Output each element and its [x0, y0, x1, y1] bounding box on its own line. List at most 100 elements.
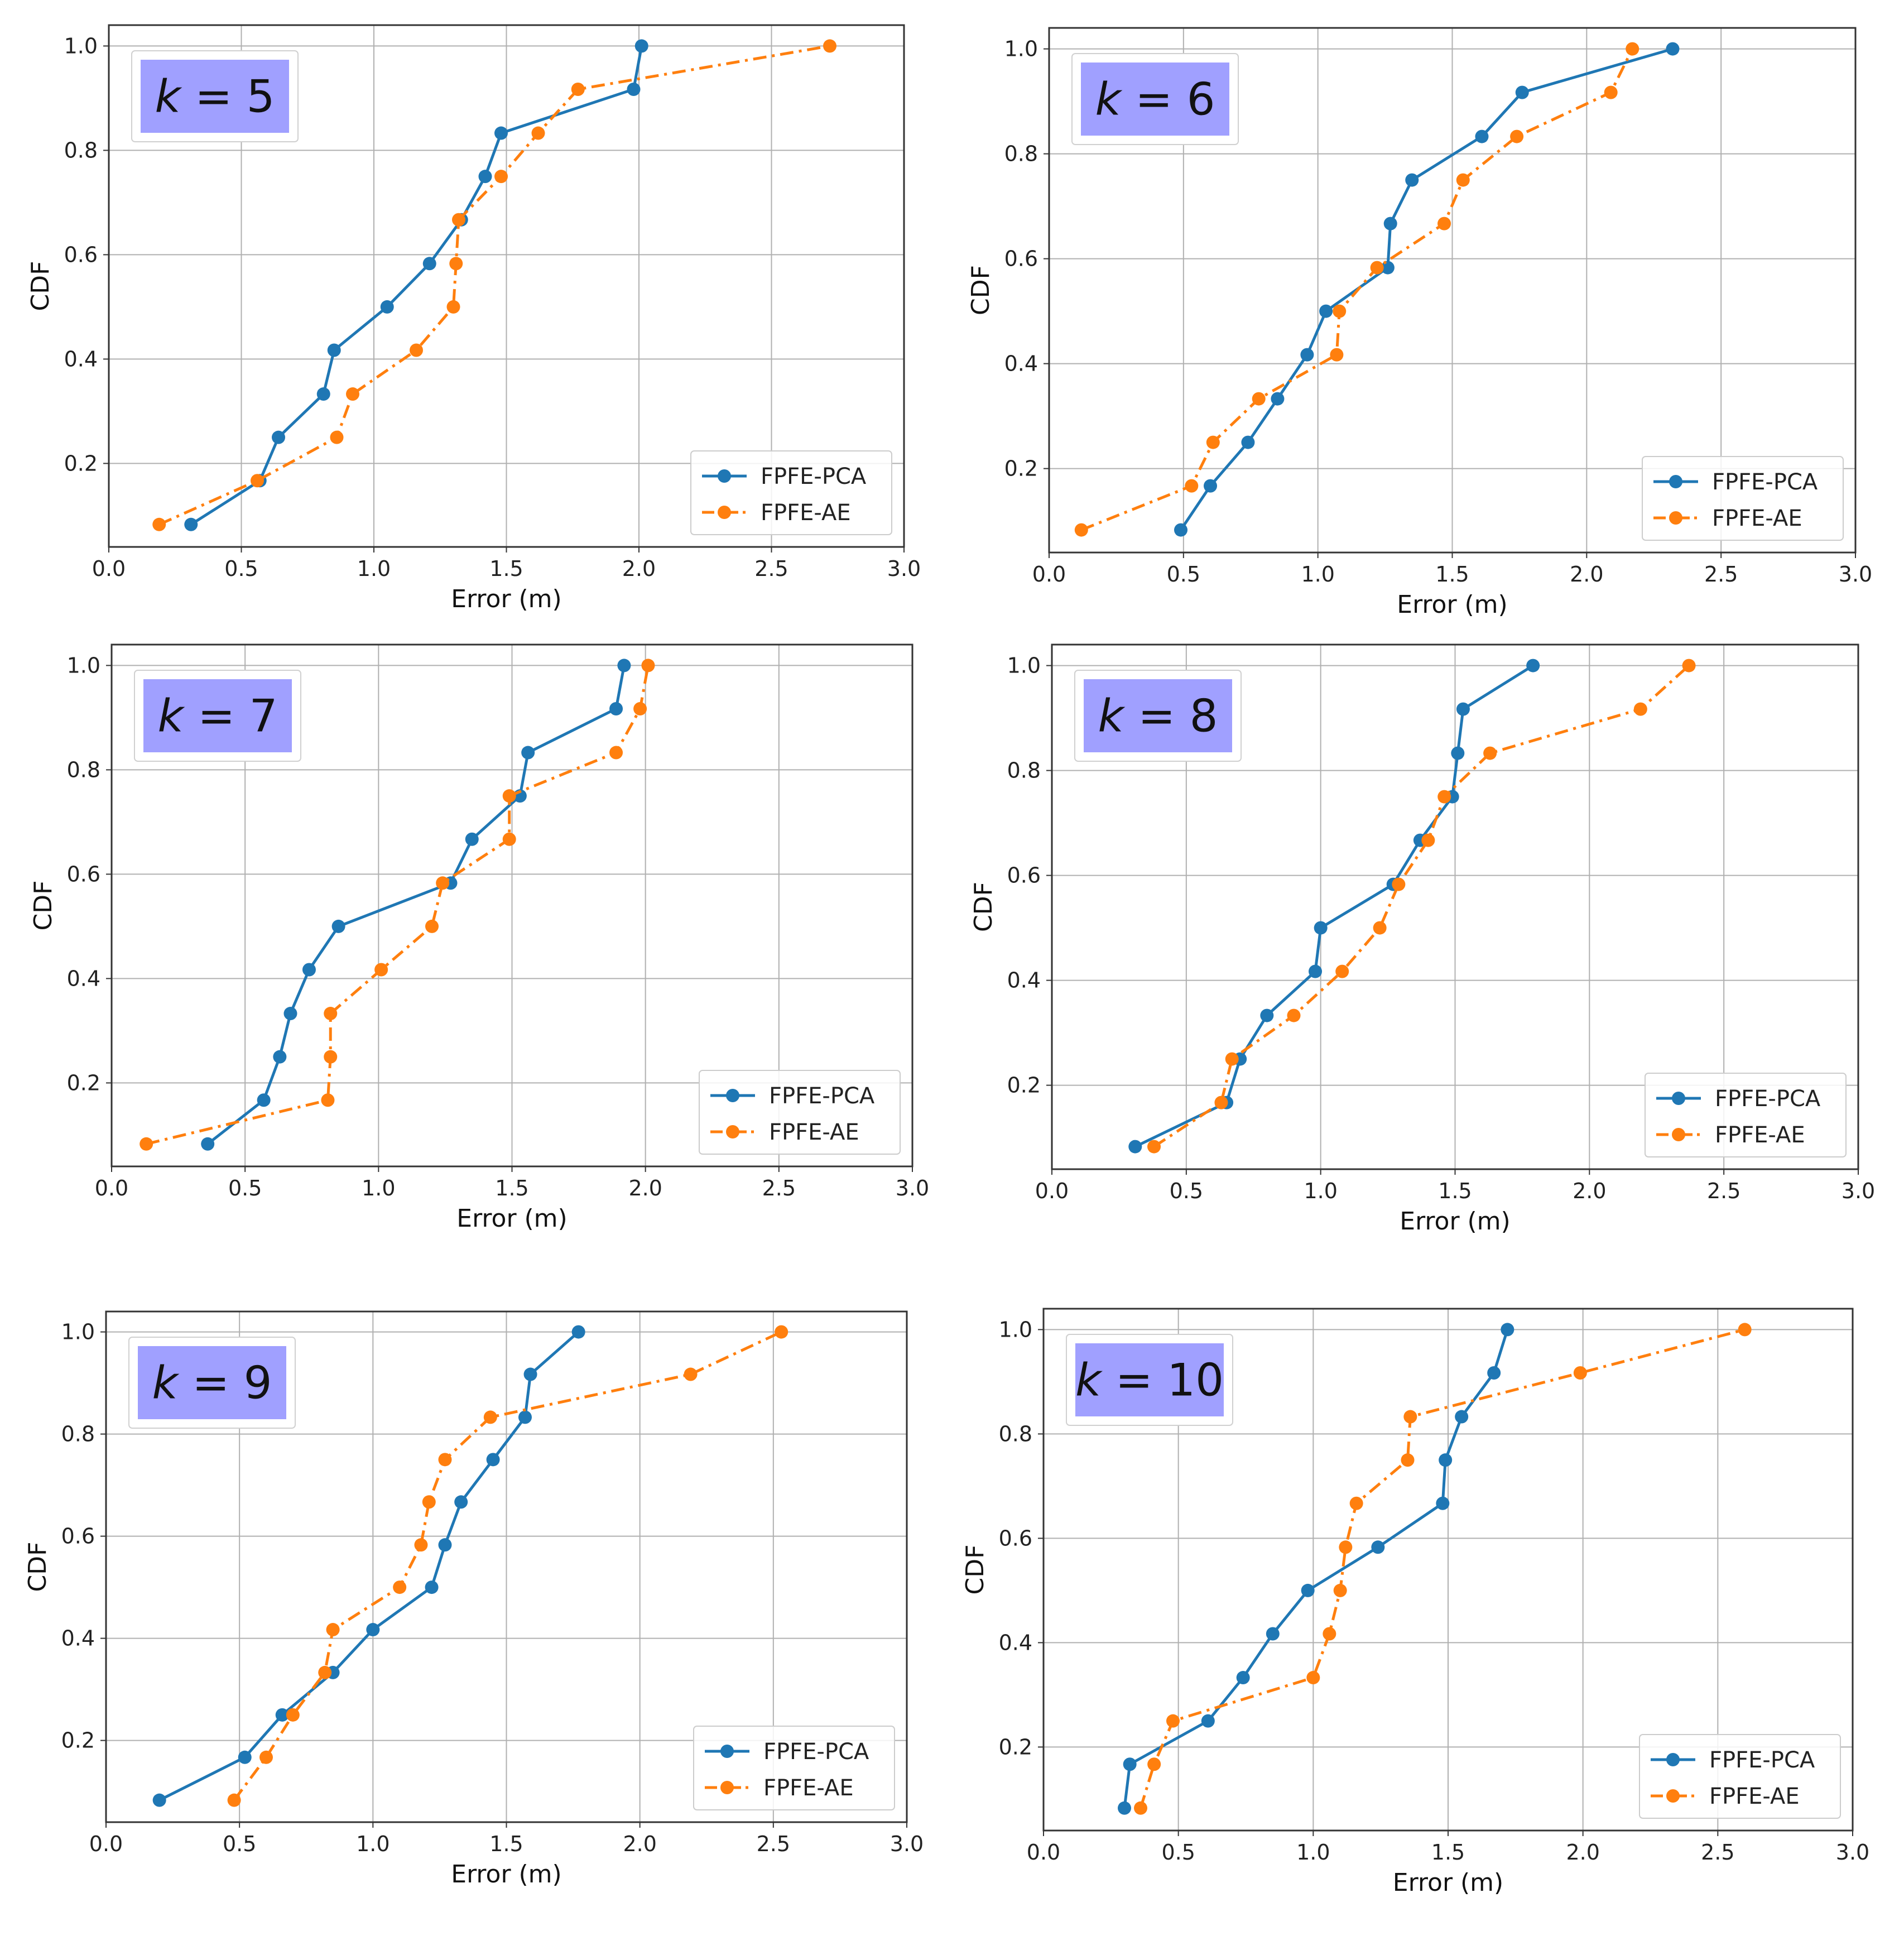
- data-point-ae: [1134, 1801, 1147, 1815]
- x-tick-label: 1.0: [1296, 1840, 1330, 1865]
- plot-frame: [1048, 27, 1857, 554]
- x-tick-label: 0.0: [92, 556, 126, 581]
- data-point-pca: [1526, 659, 1540, 672]
- k-annotation-text: k = 8: [1098, 690, 1218, 742]
- data-point-pca: [1266, 1627, 1280, 1641]
- chart-svg: 0.0 0.5 1.0 1.5 2.0 2.5 3.0 0.2 0.4 0.6 0.8 1.0 Erro…: [29, 643, 929, 1233]
- y-tick-label: 1.0: [61, 1320, 95, 1344]
- chart-svg: 0.0 0.5 1.0 1.5 2.0 2.5 3.0 0.2 0.4 0.6 0.8 1.0 Erro…: [23, 1310, 924, 1889]
- series-line-pca: [1134, 664, 1534, 1148]
- x-tick-label: 0.5: [1170, 1179, 1203, 1203]
- data-point-pca: [272, 430, 285, 444]
- x-tick-label: 1.0: [362, 1176, 395, 1200]
- x-tick-label: 2.0: [1573, 1179, 1606, 1203]
- chart-svg: 0.0 0.5 1.0 1.5 2.0 2.5 3.0 0.2 0.4 0.6 0.8 1.0 Erro…: [967, 27, 1872, 619]
- data-point-ae: [1335, 964, 1349, 978]
- x-tick-label: 3.0: [1839, 562, 1872, 587]
- data-point-pca: [327, 343, 341, 357]
- data-point-ae: [1401, 1453, 1415, 1467]
- data-point-pca: [366, 1623, 380, 1637]
- data-point-pca: [523, 1367, 537, 1381]
- y-tick-label: 0.8: [1007, 758, 1041, 783]
- data-point-ae: [1682, 659, 1696, 672]
- x-tick-label: 2.5: [754, 556, 788, 581]
- data-point-ae: [1225, 1052, 1239, 1066]
- y-tick-label: 0.8: [999, 1421, 1032, 1446]
- data-point-pca: [1204, 479, 1217, 493]
- x-tick-label: 1.0: [357, 556, 391, 581]
- y-tick-label: 0.2: [61, 1728, 95, 1753]
- k-annotation-text: k = 7: [157, 690, 277, 742]
- y-tick-label: 0.6: [999, 1526, 1032, 1550]
- data-point-ae: [393, 1580, 407, 1594]
- data-point-pca: [425, 1580, 439, 1594]
- data-point-ae: [823, 39, 836, 53]
- data-point-ae: [1185, 479, 1199, 493]
- data-point-ae: [502, 789, 516, 803]
- y-tick-label: 0.6: [61, 1524, 95, 1549]
- y-tick-label: 0.2: [1007, 1073, 1041, 1098]
- series-line-pca: [1123, 1329, 1509, 1809]
- legend-swatch-marker: [726, 1125, 739, 1138]
- y-axis-label: CDF: [969, 882, 998, 932]
- x-tick-label: 0.5: [223, 1832, 256, 1856]
- x-tick-label: 3.0: [887, 556, 921, 581]
- x-tick-label: 2.0: [622, 556, 656, 581]
- legend-swatch-marker: [720, 1781, 734, 1794]
- k-annotation: k = 10: [1066, 1334, 1233, 1426]
- x-tick-label: 0.0: [1035, 1179, 1069, 1203]
- plot-frame: [110, 643, 913, 1168]
- data-point-ae: [259, 1750, 273, 1764]
- data-point-ae: [1626, 42, 1639, 56]
- x-axis-label: Error (m): [1393, 1868, 1503, 1897]
- legend: FPFE-PCA FPFE-AE: [693, 1726, 895, 1810]
- data-point-pca: [1451, 746, 1465, 760]
- legend-swatch-marker: [1666, 1753, 1680, 1766]
- legend-label: FPFE-PCA: [769, 1083, 875, 1109]
- y-tick-label: 0.4: [1007, 968, 1041, 993]
- data-point-pca: [1436, 1496, 1450, 1510]
- x-axis-label: Error (m): [451, 585, 561, 613]
- legend: FPFE-PCA FPFE-AE: [1645, 1073, 1847, 1157]
- data-point-pca: [634, 39, 648, 53]
- x-tick-label: 3.0: [890, 1832, 924, 1856]
- data-point-pca: [1319, 304, 1333, 318]
- legend: FPFE-PCA FPFE-AE: [690, 450, 892, 535]
- series-line-ae: [1080, 48, 1634, 531]
- data-point-pca: [273, 1050, 287, 1064]
- data-point-pca: [478, 170, 492, 184]
- data-point-ae: [374, 963, 388, 977]
- data-point-ae: [286, 1708, 300, 1722]
- chart-svg: 0.0 0.5 1.0 1.5 2.0 2.5 3.0 0.2 0.4 0.6 0.8 1.0 Erro…: [969, 643, 1875, 1236]
- k-annotation: k = 7: [134, 670, 301, 762]
- x-tick-label: 1.5: [489, 1832, 523, 1856]
- y-tick-label: 0.8: [1004, 142, 1038, 166]
- data-point-ae: [140, 1137, 153, 1151]
- y-tick-label: 0.6: [1007, 863, 1041, 888]
- data-point-ae: [571, 83, 585, 97]
- data-point-ae: [1333, 304, 1347, 318]
- k-annotation-text: k = 5: [155, 71, 275, 123]
- y-tick-label: 0.4: [999, 1630, 1032, 1655]
- x-tick-label: 0.5: [1161, 1840, 1195, 1865]
- data-point-pca: [494, 126, 508, 140]
- data-point-ae: [1252, 392, 1266, 406]
- x-tick-label: 0.5: [228, 1176, 262, 1200]
- y-tick-label: 0.2: [67, 1070, 100, 1095]
- data-point-pca: [1241, 435, 1255, 449]
- data-point-ae: [318, 1665, 332, 1679]
- data-point-pca: [1128, 1140, 1142, 1154]
- chart-panel-k6: 0.0 0.5 1.0 1.5 2.0 2.5 3.0 0.2 0.4 0.6 0.8 1.0 Erro…: [949, 0, 1897, 642]
- x-tick-label: 1.5: [1435, 562, 1469, 587]
- data-point-ae: [324, 1007, 338, 1021]
- data-point-ae: [321, 1093, 335, 1107]
- x-tick-label: 1.0: [356, 1832, 390, 1856]
- legend: FPFE-PCA FPFE-AE: [1642, 456, 1844, 541]
- data-point-pca: [1314, 921, 1328, 935]
- x-tick-label: 2.0: [1570, 562, 1603, 587]
- data-point-ae: [1306, 1671, 1320, 1685]
- data-point-ae: [1074, 523, 1088, 537]
- data-point-ae: [1421, 833, 1435, 847]
- x-tick-label: 0.0: [1027, 1840, 1060, 1865]
- y-axis-label: CDF: [967, 265, 995, 315]
